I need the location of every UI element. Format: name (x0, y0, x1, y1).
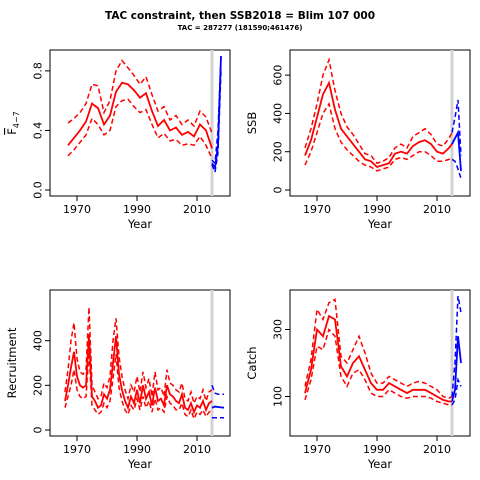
projection-median-line (211, 55, 222, 171)
y-axis-title: F4−7 (5, 111, 21, 135)
x-tick-label: 1990 (363, 443, 391, 456)
x-axis-title: Year (367, 457, 393, 471)
series-group (67, 55, 222, 175)
y-axis-title: Catch (245, 346, 259, 379)
history-median-line (304, 80, 453, 169)
history-upper-line (304, 57, 453, 165)
projection-lower-line (451, 377, 462, 406)
panel-4: 1970 1990 2010 Year 100 300 Catch (245, 289, 471, 471)
projection-median-line (451, 129, 462, 171)
plot-frame (289, 49, 471, 197)
x-tick-label: 2010 (183, 443, 211, 456)
y-tick-label: 600 (272, 65, 285, 86)
projection-upper-line (451, 295, 462, 397)
y-tick-label: 100 (272, 386, 285, 407)
series-group (304, 57, 462, 179)
history-lower-line (304, 102, 453, 172)
history-lower-line (64, 351, 213, 421)
x-tick-label: 2010 (423, 203, 451, 216)
x-tick-label: 2010 (183, 203, 211, 216)
y-tick-label: 0.0 (32, 181, 45, 199)
x-axis-title: Year (367, 217, 393, 231)
y-tick-label: 200 (32, 375, 45, 396)
y-axis-title: SSB (245, 112, 259, 135)
projection-lower-line (451, 158, 462, 179)
y-tick-label: 200 (272, 141, 285, 162)
y-tick-label: 0 (272, 187, 285, 194)
series-group (304, 295, 462, 406)
y-axis-title: Recruitment (5, 327, 19, 398)
projection-median-line (451, 336, 462, 402)
projection-upper-line (211, 385, 224, 396)
x-tick-label: 2010 (423, 443, 451, 456)
x-tick-label: 1970 (303, 443, 331, 456)
x-tick-label: 1990 (363, 203, 391, 216)
history-median-line (304, 314, 452, 403)
history-lower-line (304, 328, 452, 406)
plot-frame (289, 289, 471, 437)
y-tick-label: 400 (272, 103, 285, 124)
history-median-line (67, 81, 213, 149)
sub-title: TAC = 287277 (181590;461476) (177, 24, 303, 32)
y-tick-label: 0.8 (32, 62, 45, 80)
x-tick-label: 1970 (303, 203, 331, 216)
x-axis-title: Year (127, 457, 153, 471)
history-upper-line (67, 59, 213, 134)
history-lower-line (67, 98, 213, 160)
history-upper-line (64, 307, 213, 406)
history-upper-line (304, 298, 453, 400)
panel-1: 1970 1990 2010 Year 0.0 0.4 0.8 F4−7 (5, 49, 231, 231)
x-tick-label: 1990 (123, 443, 151, 456)
series-group (64, 307, 225, 421)
y-tick-label: 400 (32, 330, 45, 351)
projection-median-line (211, 405, 225, 409)
panel-3: 1970 1990 2010 Year 0 200 400 Recruitment (5, 289, 231, 471)
projection-upper-line (451, 99, 462, 156)
x-axis-title: Year (127, 217, 153, 231)
plot-frame (49, 49, 231, 197)
y-tick-label: 0 (32, 427, 45, 434)
main-title: TAC constraint, then SSB2018 = Blim 107 … (104, 10, 376, 22)
x-tick-label: 1990 (123, 203, 151, 216)
panel-2: 1970 1990 2010 Year 0 200 400 600 SSB (245, 49, 471, 231)
x-tick-label: 1970 (63, 443, 91, 456)
y-tick-label: 300 (272, 319, 285, 340)
history-median-line (64, 333, 213, 415)
plot-frame (49, 289, 231, 437)
y-tick-label: 0.4 (32, 122, 45, 140)
x-tick-label: 1970 (63, 203, 91, 216)
